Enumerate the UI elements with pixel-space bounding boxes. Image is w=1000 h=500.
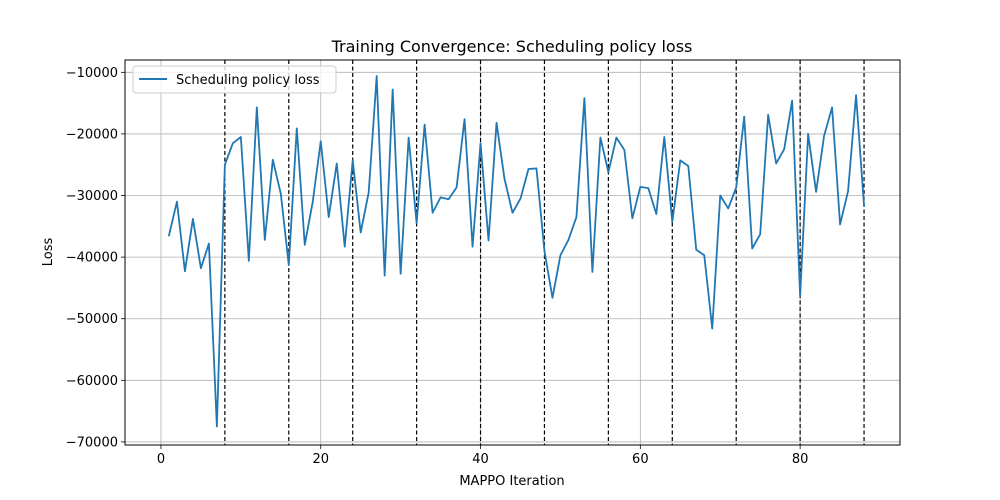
x-axis-ticks: 0 20 40 60 80 — [157, 445, 809, 467]
x-tick-label: 20 — [312, 452, 329, 467]
chart-title: Training Convergence: Scheduling policy … — [331, 37, 693, 56]
y-tick-label: −10000 — [66, 66, 118, 81]
x-tick-label: 40 — [472, 452, 489, 467]
y-tick-label: −60000 — [66, 374, 118, 389]
legend-entry-scheduling-policy-loss: Scheduling policy loss — [176, 73, 320, 88]
series-line-scheduling-policy-loss — [168, 75, 865, 428]
series-layer — [168, 75, 865, 428]
iteration-markers — [224, 60, 865, 445]
x-axis-label: MAPPO Iteration — [459, 474, 564, 489]
plot-area-frame — [124, 59, 901, 446]
y-tick-label: −50000 — [66, 312, 118, 327]
x-tick-label: 80 — [792, 452, 809, 467]
x-tick-label: 60 — [632, 452, 649, 467]
y-tick-label: −30000 — [66, 189, 118, 204]
legend: Scheduling policy loss — [132, 65, 337, 94]
y-tick-label: −20000 — [66, 127, 118, 142]
y-axis-ticks: −70000 −60000 −50000 −40000 −30000 −20000 −100… — [66, 66, 125, 450]
y-axis-label: Loss — [41, 238, 56, 267]
y-tick-label: −40000 — [66, 251, 118, 266]
legend-box — [132, 65, 337, 94]
x-tick-label: 0 — [157, 452, 165, 467]
y-tick-label: −70000 — [66, 435, 118, 450]
